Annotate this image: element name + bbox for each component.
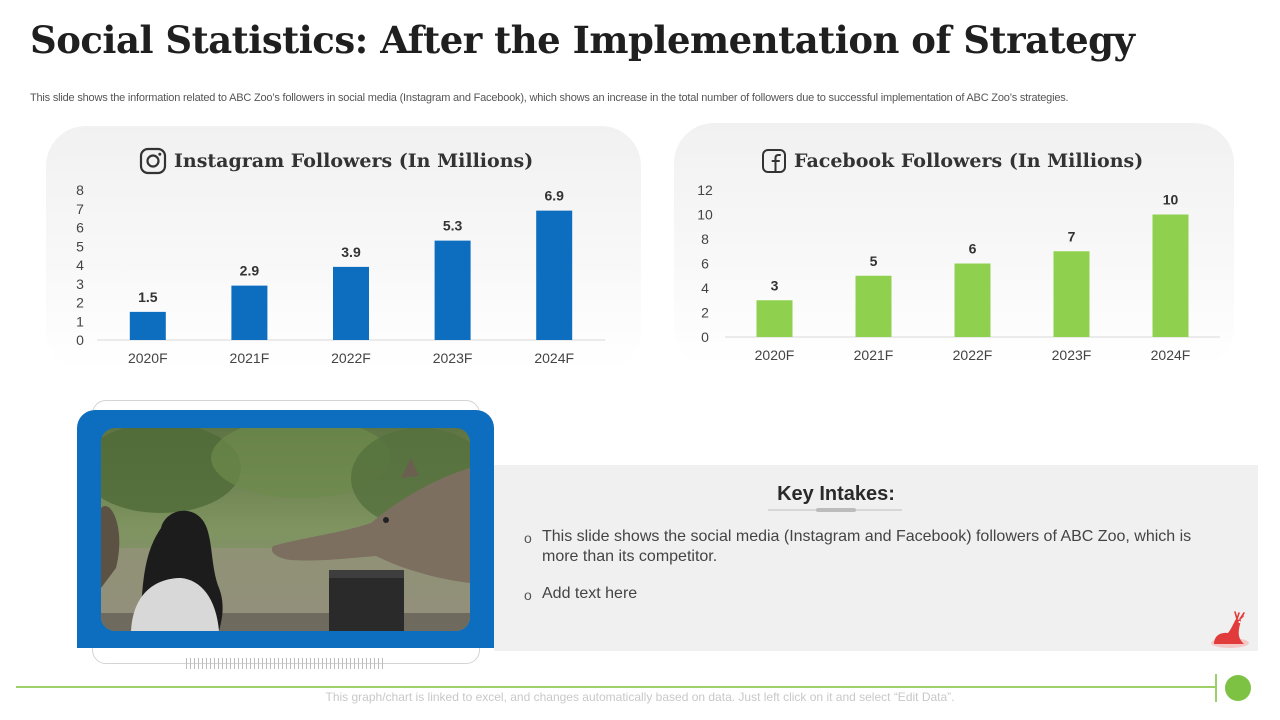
y-tick-label: 6 [76, 220, 84, 236]
y-tick-label: 12 [697, 182, 713, 198]
y-tick-label: 10 [697, 207, 713, 223]
x-tick-label: 2024F [534, 350, 574, 366]
y-tick-label: 8 [76, 182, 84, 198]
y-tick-label: 2 [701, 305, 709, 321]
decorative-tick-strip [186, 658, 386, 669]
key-intakes-title: Key Intakes: [777, 483, 895, 505]
bar-value-label: 6.9 [544, 188, 564, 204]
facebook-followers-chart: 0 2 4 6 8 10 12 3 2020F 5 2021F 6 2022F 7 2023F 10 2024F [697, 182, 1220, 363]
x-tick-label: 2023F [1052, 347, 1092, 363]
instagram-followers-chart: 0 1 2 3 4 5 6 7 8 1.5 2020F 2.9 2021F 3.9 2022F 5.3 2023… [76, 182, 605, 366]
key-intakes-box: Key Intakes: This slide shows the social… [494, 465, 1258, 651]
footer-note: This graph/chart is linked to excel, and… [325, 690, 955, 704]
y-tick-label: 1 [76, 313, 84, 329]
bar [1053, 251, 1090, 337]
deer-icon [1211, 611, 1249, 648]
facebook-chart-title: Facebook Followers (In Millions) [794, 150, 1144, 172]
bar [954, 263, 991, 337]
footer-divider [1215, 674, 1217, 702]
bar [536, 210, 573, 340]
footer-line [16, 686, 1216, 688]
bar-value-label: 2.9 [240, 263, 260, 279]
bar [231, 285, 268, 340]
key-intakes-underline-accent [816, 508, 856, 512]
x-tick-label: 2020F [128, 350, 168, 366]
bar [129, 311, 166, 340]
key-intakes-list: This slide shows the social media (Insta… [524, 527, 1214, 621]
x-tick-label: 2020F [755, 347, 795, 363]
bar-value-label: 3 [771, 277, 779, 293]
footer-dot [1225, 675, 1251, 701]
facebook-chart-heading: Facebook Followers (In Millions) [761, 146, 1143, 176]
y-tick-label: 5 [76, 238, 84, 254]
bar-value-label: 5 [870, 253, 878, 269]
zoo-giraffe-photo [101, 428, 470, 631]
bar-value-label: 3.9 [341, 244, 361, 260]
bar [434, 240, 471, 340]
bar-value-label: 1.5 [138, 289, 158, 305]
y-tick-label: 4 [701, 280, 709, 296]
facebook-icon [762, 149, 786, 173]
key-intake-item: Add text here [524, 584, 1214, 605]
bar [756, 300, 793, 337]
y-tick-label: 0 [76, 332, 84, 348]
x-tick-label: 2024F [1151, 347, 1191, 363]
y-tick-label: 3 [76, 276, 84, 292]
key-intake-item: This slide shows the social media (Insta… [524, 527, 1214, 567]
y-tick-label: 8 [701, 231, 709, 247]
y-tick-label: 7 [76, 201, 84, 217]
bar-value-label: 5.3 [443, 218, 463, 234]
instagram-chart-title: Instagram Followers (In Millions) [174, 150, 534, 172]
page-title: Social Statistics: After the Implementat… [30, 18, 1135, 62]
bar [333, 266, 369, 340]
y-tick-label: 4 [76, 257, 84, 273]
bar-value-label: 6 [969, 241, 977, 257]
bar-value-label: 7 [1068, 228, 1076, 244]
x-tick-label: 2021F [230, 350, 270, 366]
instagram-icon [139, 147, 167, 175]
bar [855, 275, 892, 337]
instagram-chart-heading: Instagram Followers (In Millions) [139, 146, 533, 176]
bar [1152, 214, 1189, 337]
y-tick-label: 6 [701, 256, 709, 272]
y-tick-label: 2 [76, 295, 84, 311]
x-tick-label: 2023F [433, 350, 473, 366]
page-subtitle: This slide shows the information related… [30, 92, 1069, 104]
x-tick-label: 2022F [331, 350, 371, 366]
x-tick-label: 2021F [854, 347, 894, 363]
y-tick-label: 0 [701, 329, 709, 345]
x-tick-label: 2022F [953, 347, 993, 363]
bar-value-label: 10 [1163, 192, 1179, 208]
